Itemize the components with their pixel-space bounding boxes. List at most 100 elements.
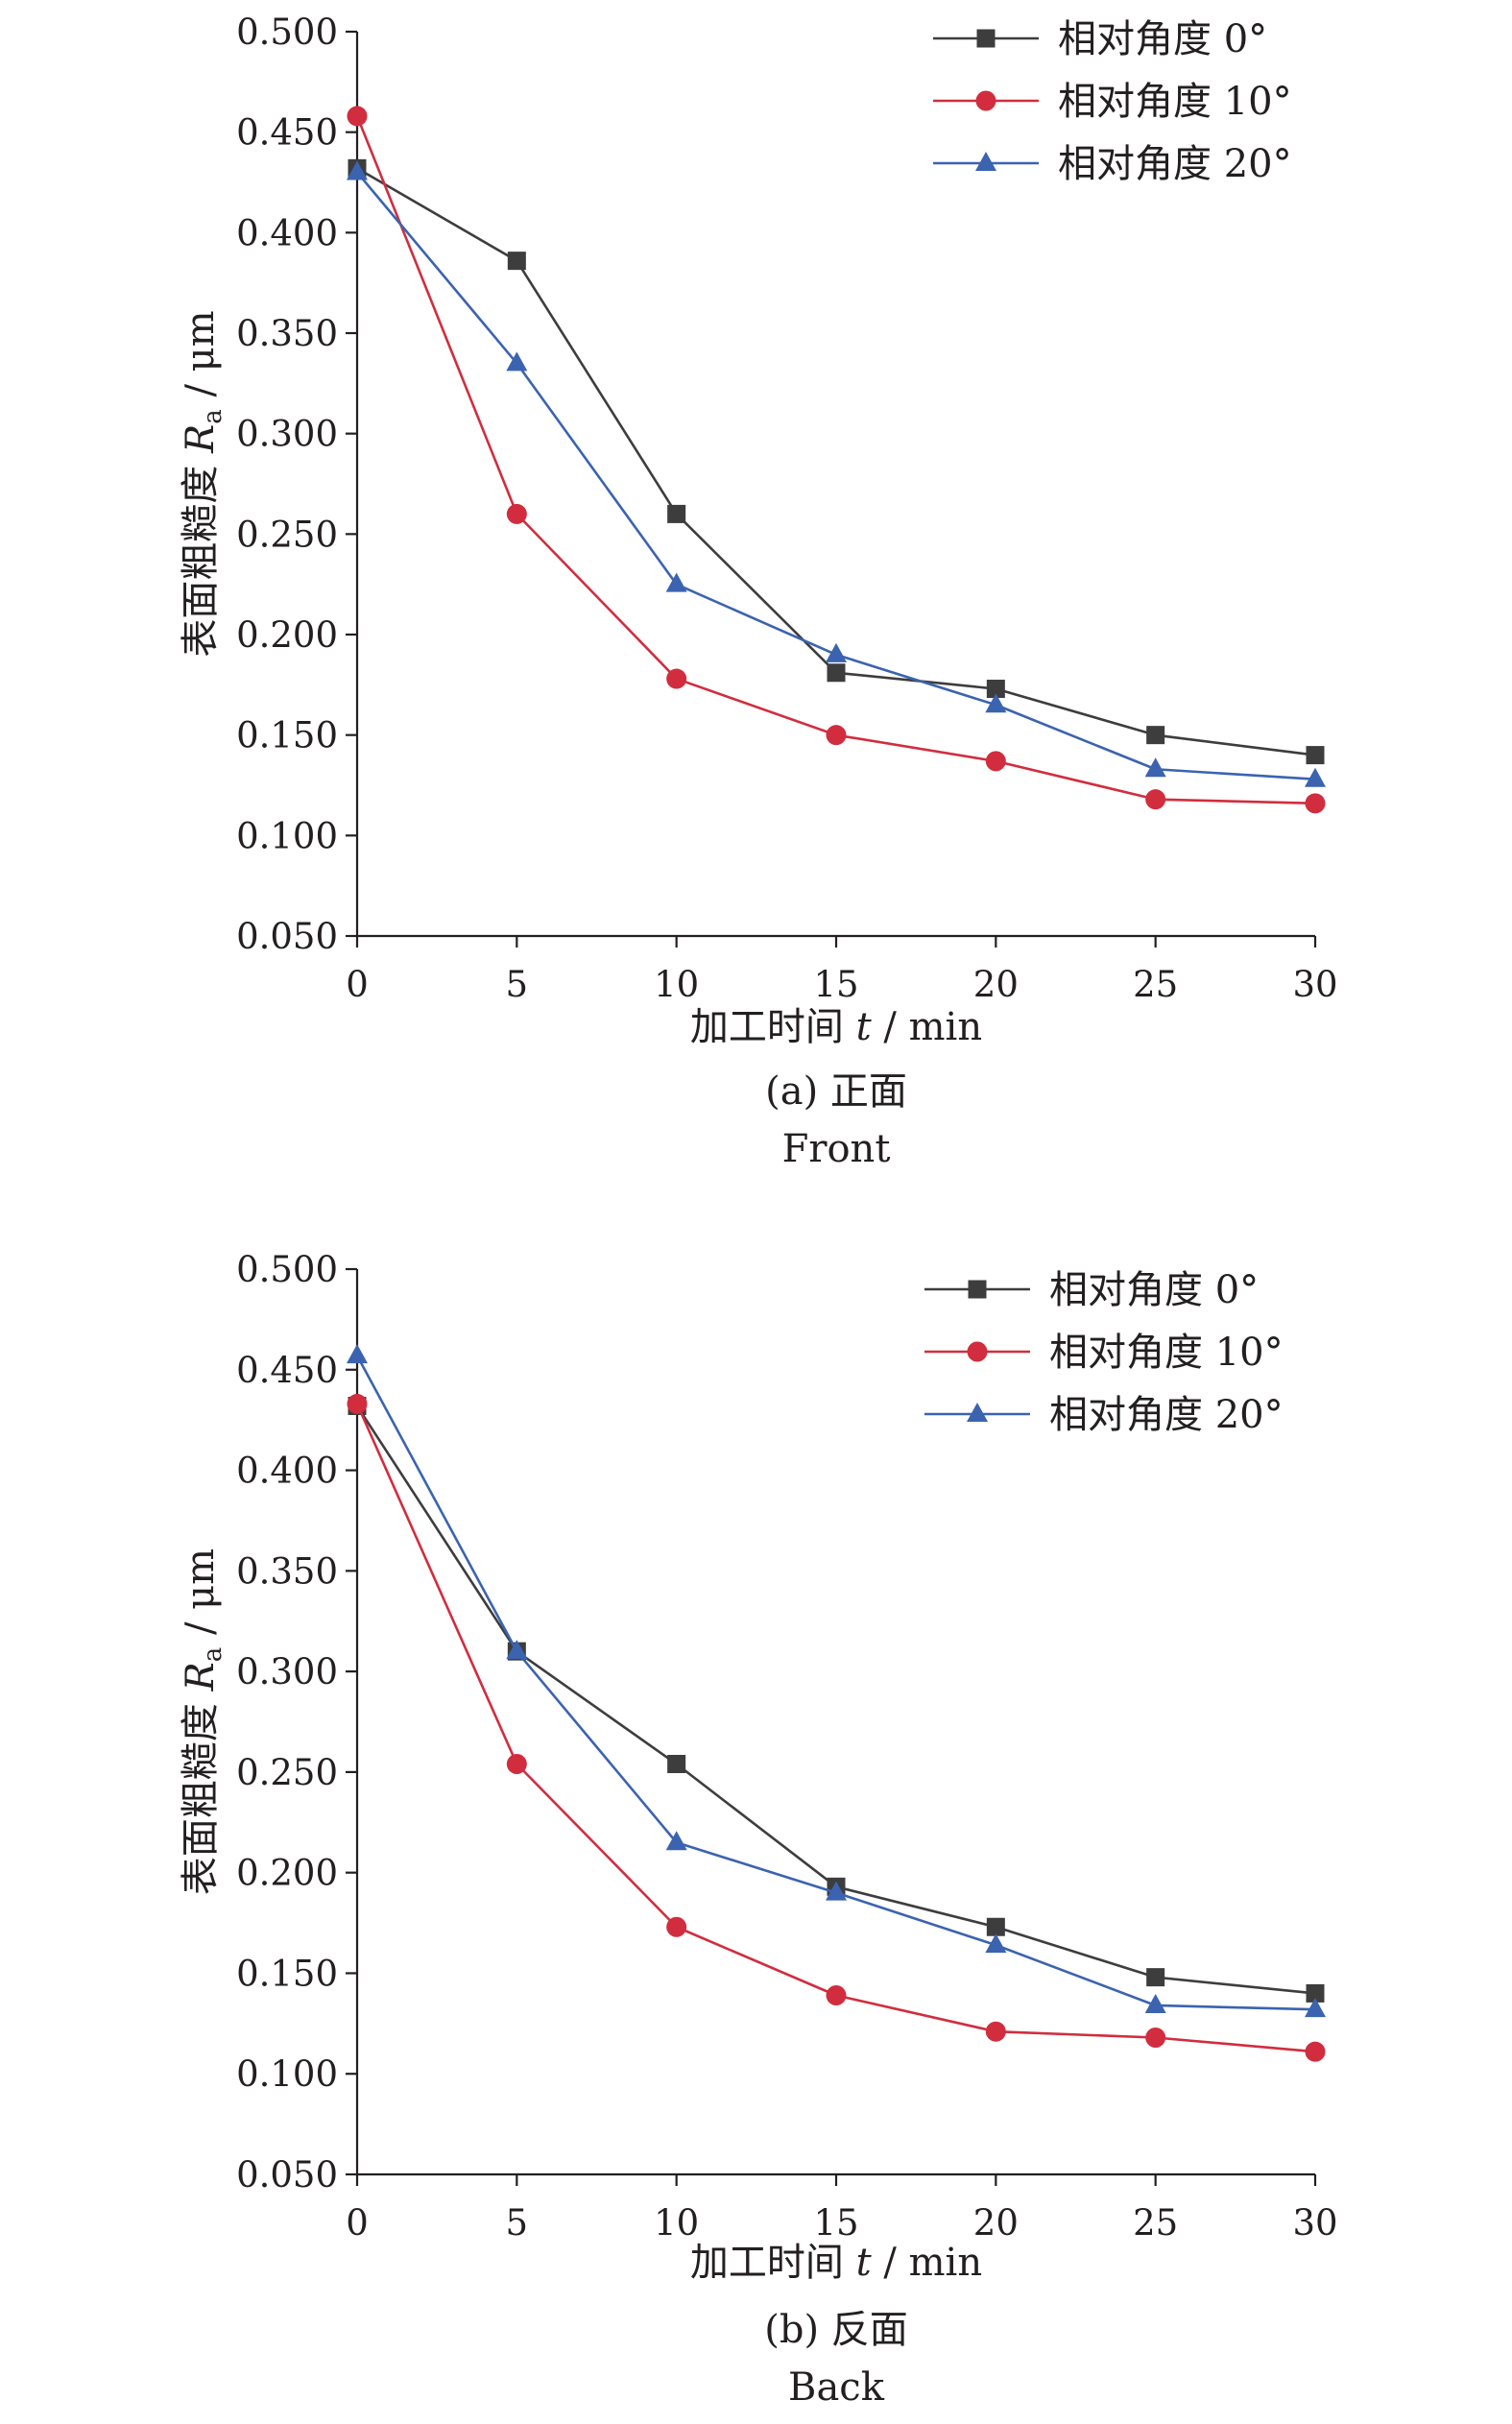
series-1 (347, 106, 1326, 814)
y-axis-title: 表面粗糙度 Ra / μm (179, 310, 228, 657)
series-0 (348, 1396, 1325, 2003)
legend-marker (968, 1280, 987, 1299)
legend-label: 相对角度 20° (1049, 1393, 1284, 1437)
data-point (1144, 757, 1166, 778)
data-point (665, 1831, 687, 1851)
series-line (355, 115, 1316, 805)
data-point (985, 2021, 1006, 2042)
legend-marker (967, 1403, 988, 1422)
x-tick-label: 0 (346, 964, 369, 1005)
legend-label: 相对角度 10° (1058, 80, 1292, 124)
legend-marker (975, 90, 996, 111)
series-1 (347, 1393, 1326, 2062)
y-tick-label: 0.150 (236, 715, 338, 756)
legend: 相对角度 0° 相对角度 10° 相对角度 20° (924, 1268, 1284, 1437)
legend-label: 相对角度 0° (1058, 17, 1267, 61)
x-tick-label: 5 (506, 2202, 529, 2244)
series-2 (347, 1344, 1326, 2018)
data-point (1145, 2028, 1166, 2049)
data-point (985, 693, 1007, 713)
y-tick-label: 0.350 (236, 313, 338, 354)
data-point (347, 1344, 368, 1364)
data-point (1305, 793, 1326, 814)
data-point (667, 504, 686, 523)
data-point (827, 663, 846, 683)
series-line (355, 1404, 1316, 1995)
x-tick-label: 10 (654, 2202, 699, 2244)
x-tick-label: 30 (1292, 964, 1337, 1005)
data-point (1306, 1983, 1325, 2003)
series-2 (347, 160, 1326, 787)
y-tick-label: 0.300 (236, 414, 338, 455)
data-point (1305, 767, 1326, 787)
y-tick-label: 0.500 (236, 12, 338, 53)
y-tick-label: 0.300 (236, 1651, 338, 1692)
data-point (665, 572, 687, 592)
y-tick-label: 0.400 (236, 212, 338, 253)
panel-caption-en: Back (788, 2365, 885, 2410)
y-tick-label: 0.100 (236, 2053, 338, 2095)
y-tick-label: 0.200 (236, 1853, 338, 1894)
y-tick-label: 0.450 (236, 112, 338, 154)
y-tick-label: 0.250 (236, 1752, 338, 1793)
data-point (347, 160, 368, 180)
data-point (1305, 2041, 1326, 2062)
data-point (826, 1881, 847, 1901)
data-point (826, 642, 847, 662)
data-point (667, 1755, 686, 1774)
x-tick-label: 10 (654, 964, 699, 1005)
data-point (826, 1984, 847, 2005)
legend-marker (976, 29, 996, 48)
legend-marker (967, 1341, 988, 1362)
data-point (666, 1916, 687, 1937)
data-point (1145, 789, 1166, 810)
data-point (986, 1917, 1005, 1936)
x-tick-label: 30 (1292, 2202, 1337, 2244)
chart-panel-back: 0.050 0.100 0.150 0.200 0.250 0.300 0.350 0.400… (179, 1249, 1338, 2410)
y-tick-label: 0.200 (236, 614, 338, 656)
series-line (355, 1403, 1316, 2053)
y-tick-label: 0.500 (236, 1249, 338, 1290)
legend-label: 相对角度 0° (1049, 1268, 1259, 1312)
data-point (986, 680, 1005, 699)
y-tick-label: 0.400 (236, 1451, 338, 1492)
x-tick-label: 0 (346, 2202, 369, 2244)
legend-label: 相对角度 20° (1058, 142, 1292, 186)
y-tick-label: 0.100 (236, 815, 338, 856)
data-point (506, 1640, 528, 1660)
x-axis-title: 加工时间 t / min (690, 1005, 982, 1049)
legend-marker (975, 152, 996, 171)
x-axis-title: 加工时间 t / min (690, 2241, 982, 2285)
y-tick-label: 0.050 (236, 2154, 338, 2196)
data-point (1305, 1998, 1326, 2018)
data-point (347, 1393, 368, 1414)
y-tick-label: 0.350 (236, 1550, 338, 1592)
series-0 (348, 158, 1325, 765)
data-point (985, 751, 1006, 772)
chart-panel-front: 0.050 0.100 0.150 0.200 0.250 0.300 0.350 0.400… (179, 12, 1338, 1171)
data-point (506, 1754, 527, 1775)
data-point (506, 503, 527, 524)
y-tick-label: 0.250 (236, 514, 338, 555)
y-tick-label: 0.050 (236, 916, 338, 957)
y-tick-label: 0.450 (236, 1350, 338, 1391)
x-tick-label: 25 (1133, 964, 1178, 1005)
data-point (507, 252, 526, 271)
legend-label: 相对角度 10° (1049, 1331, 1284, 1375)
data-point (1144, 1993, 1166, 2013)
data-point (1306, 746, 1325, 765)
data-point (1146, 1968, 1165, 1987)
panel-caption-en: Front (782, 1127, 891, 1171)
panel-caption: (a) 正面 (765, 1069, 907, 1114)
legend: 相对角度 0° 相对角度 10° 相对角度 20° (933, 17, 1292, 186)
x-tick-label: 25 (1133, 2202, 1178, 2244)
series-line (355, 1355, 1316, 2011)
data-point (985, 1933, 1007, 1954)
data-point (826, 725, 847, 746)
panel-caption: (b) 反面 (764, 2308, 908, 2352)
x-tick-label: 15 (813, 964, 858, 1005)
data-point (506, 351, 528, 372)
data-point (1146, 726, 1165, 745)
x-tick-label: 20 (973, 2202, 1019, 2244)
